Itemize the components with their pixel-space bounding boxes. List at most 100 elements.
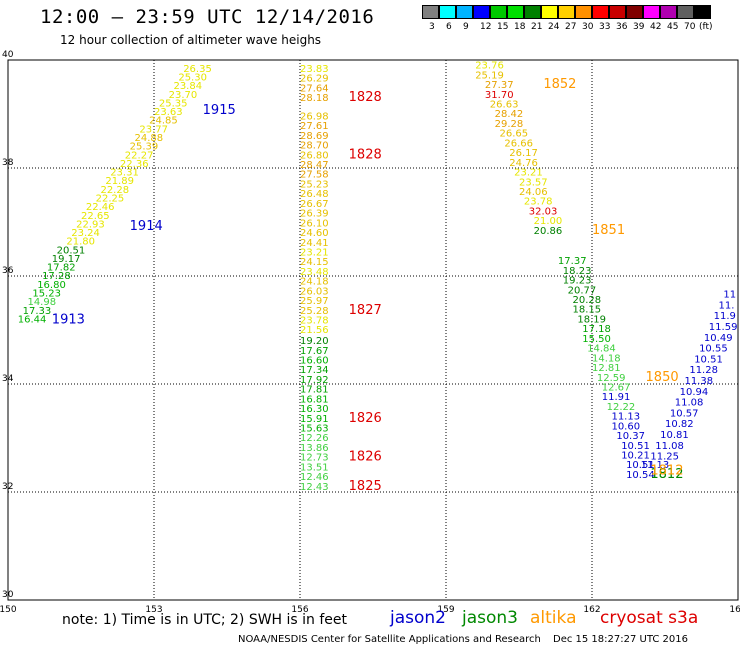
color-scale-label: 27 xyxy=(565,22,577,32)
swh-value: 11. xyxy=(719,300,735,311)
x-tick-label: 162 xyxy=(583,605,600,615)
swh-value: 10.21 xyxy=(621,451,650,462)
pass-time-label: 1828 xyxy=(349,147,382,162)
swh-value: 25.19 xyxy=(475,70,504,81)
swh-value: 24.88 xyxy=(135,133,164,144)
swh-value: 23.84 xyxy=(173,81,202,92)
color-scale-label: 24 xyxy=(548,22,560,32)
color-scale-cell xyxy=(660,5,677,19)
swh-value: 15.50 xyxy=(582,334,611,345)
mission-label-jason3: jason3 xyxy=(462,608,518,628)
swh-value: 24.15 xyxy=(300,257,329,268)
y-tick-label: 34 xyxy=(2,374,14,384)
swh-value: 22.25 xyxy=(96,193,125,204)
swh-value: 22.93 xyxy=(76,219,105,230)
swh-value: 19.23 xyxy=(563,276,592,287)
swh-value: 20.51 xyxy=(57,245,86,256)
color-scale-label: 3 xyxy=(429,22,435,32)
swh-value: 10.51 xyxy=(621,441,650,452)
swh-value: 23.76 xyxy=(475,61,504,72)
swh-value: 16.44 xyxy=(18,314,47,325)
swh-value: 26.03 xyxy=(300,286,329,297)
swh-value: 16.30 xyxy=(300,404,329,415)
swh-value: 12.22 xyxy=(607,402,636,413)
pass-time-label: 1825 xyxy=(349,479,382,494)
color-scale-label: 6 xyxy=(446,22,452,32)
swh-value: 10.37 xyxy=(616,431,645,442)
pass-time-label: 1812 xyxy=(650,464,683,479)
swh-value: 10.81 xyxy=(660,430,689,441)
swh-value: 12.73 xyxy=(300,453,329,464)
color-scale-label: 39 xyxy=(633,22,645,32)
swh-value: 29.28 xyxy=(495,119,524,130)
swh-value: 19.17 xyxy=(52,254,81,265)
swh-value: 25.39 xyxy=(130,142,159,153)
pass-time-label: 1826 xyxy=(349,411,382,426)
swh-value: 14.84 xyxy=(587,344,616,355)
swh-value: 28.70 xyxy=(300,141,329,152)
swh-value: 11.13 xyxy=(611,412,640,423)
color-scale-label: 70 xyxy=(684,22,696,32)
swh-value: 11.91 xyxy=(602,392,631,403)
swh-value: 10.94 xyxy=(680,387,709,398)
color-scale-cell xyxy=(473,5,490,19)
pass-time-label: 1850 xyxy=(646,370,679,385)
color-scale-label: 18 xyxy=(514,22,526,32)
swh-value: 25.23 xyxy=(300,179,329,190)
swh-value: 20.86 xyxy=(534,226,563,237)
swh-value: 24.85 xyxy=(149,116,178,127)
swh-value: 17.18 xyxy=(582,324,611,335)
swh-value: 22.28 xyxy=(100,185,129,196)
swh-value: 17.37 xyxy=(558,256,587,267)
swh-value: 10.51 xyxy=(694,354,723,365)
swh-value: 26.98 xyxy=(300,111,329,122)
swh-value: 15.91 xyxy=(300,414,329,425)
swh-value: 28.69 xyxy=(300,131,329,142)
swh-value: 26.17 xyxy=(509,148,538,159)
swh-value: 23.83 xyxy=(300,64,329,75)
swh-value: 24.60 xyxy=(300,228,329,239)
swh-value: 23.77 xyxy=(139,124,168,135)
swh-value: 26.66 xyxy=(504,138,533,149)
swh-value: 17.33 xyxy=(23,306,52,317)
swh-value: 21.89 xyxy=(105,176,134,187)
y-tick-label: 36 xyxy=(2,266,14,276)
swh-value: 27.61 xyxy=(300,121,329,132)
swh-value: 20.28 xyxy=(573,295,602,306)
swh-value: 23.70 xyxy=(169,90,198,101)
color-scale-cell xyxy=(439,5,456,19)
swh-value: 11.9 xyxy=(714,311,736,322)
pass-time-label: 1852 xyxy=(543,77,576,92)
swh-value: 22.27 xyxy=(125,150,154,161)
swh-value: 24.18 xyxy=(300,277,329,288)
color-scale-label: 9 xyxy=(463,22,469,32)
color-scale-cell xyxy=(626,5,643,19)
swh-value: 23.48 xyxy=(300,267,329,278)
swh-value: 17.67 xyxy=(300,346,329,357)
color-scale-label: 21 xyxy=(531,22,543,32)
timestamp: Dec 15 18:27:27 UTC 2016 xyxy=(553,634,688,645)
swh-value: 12.59 xyxy=(597,373,626,384)
swh-value: 25.35 xyxy=(159,98,188,109)
swh-value: 10.49 xyxy=(704,333,733,344)
swh-value: 21.00 xyxy=(534,216,563,227)
swh-value: 11.13 xyxy=(641,460,670,471)
swh-value: 26.48 xyxy=(300,189,329,200)
color-scale-cell xyxy=(558,5,575,19)
swh-value: 18.19 xyxy=(577,314,606,325)
color-scale-label: 12 xyxy=(480,22,492,32)
pass-time-label: 1812 xyxy=(650,467,683,482)
swh-value: 23.21 xyxy=(514,168,543,179)
swh-value: 14.18 xyxy=(592,353,621,364)
swh-value: 19.20 xyxy=(300,336,329,347)
pass-time-label: 1827 xyxy=(349,303,382,318)
swh-value: 25.28 xyxy=(300,306,329,317)
swh-value: 10.82 xyxy=(665,419,694,430)
swh-value: 11.59 xyxy=(709,322,738,333)
swh-value: 28.18 xyxy=(300,93,329,104)
swh-value: 26.29 xyxy=(300,74,329,85)
swh-value: 26.39 xyxy=(300,209,329,220)
swh-value: 17.28 xyxy=(42,271,71,282)
